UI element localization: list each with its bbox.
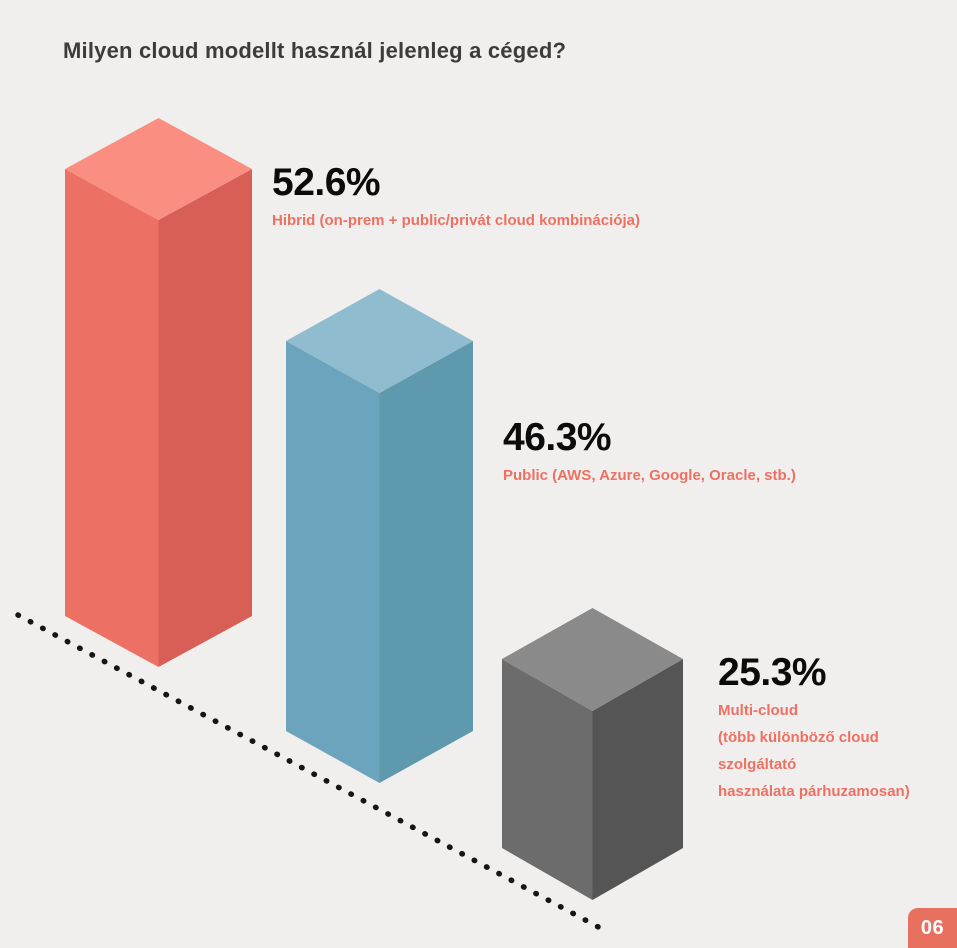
- bar-public: [286, 289, 473, 783]
- bar-multi-cloud-top-face: [502, 608, 683, 711]
- category-label-public: Public (AWS, Azure, Google, Oracle, stb.…: [503, 467, 796, 484]
- value-label-public: 46.3%: [503, 416, 612, 459]
- dotted-baseline: [15, 612, 605, 932]
- bar-public-top-face: [286, 289, 473, 393]
- bar-multi-cloud-right-face: [592, 659, 683, 900]
- value-label-hibrid: 52.6%: [272, 161, 381, 204]
- callout-multi-cloud: 25.3% Multi-cloud (több különböző cloud …: [718, 651, 957, 805]
- category-label-multi-cloud: Multi-cloud (több különböző cloud szolgá…: [718, 702, 910, 800]
- bar-multi-cloud: [502, 608, 683, 900]
- bar-public-left-face: [286, 341, 380, 783]
- page-number-badge: 06: [908, 908, 957, 948]
- bar-hibrid-right-face: [158, 169, 252, 667]
- value-label-multi-cloud: 25.3%: [718, 651, 827, 694]
- bar-hibrid-left-face: [65, 169, 159, 667]
- callout-public: 46.3% Public (AWS, Azure, Google, Oracle…: [503, 416, 796, 489]
- category-label-hibrid: Hibrid (on-prem + public/privát cloud ko…: [272, 212, 640, 229]
- bar-public-right-face: [379, 341, 473, 783]
- page-number: 06: [920, 916, 945, 939]
- callout-hibrid: 52.6% Hibrid (on-prem + public/privát cl…: [272, 161, 640, 234]
- chart-title: Milyen cloud modellt használ jelenleg a …: [63, 38, 567, 63]
- bar-multi-cloud-left-face: [502, 659, 593, 900]
- bar-hibrid: [65, 118, 252, 667]
- bar-hibrid-top-face: [65, 118, 252, 220]
